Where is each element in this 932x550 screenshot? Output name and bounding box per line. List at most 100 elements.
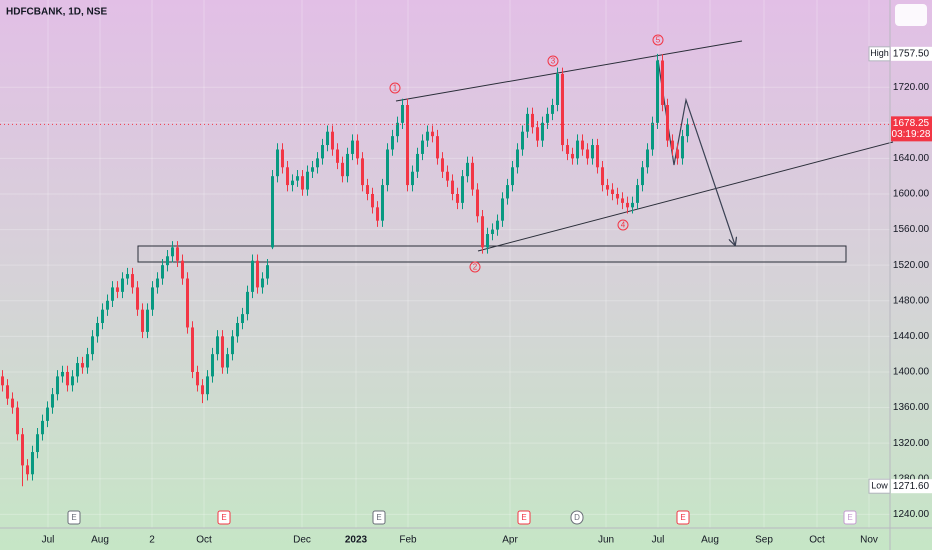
event-icon[interactable] [843,510,857,525]
event-icon[interactable] [570,510,584,525]
candle-body [526,113,529,132]
candle-body [51,394,54,408]
candle-body [476,189,479,217]
candle-body [461,176,464,203]
event-label[interactable]: E [71,513,76,522]
marker-tag [868,46,891,62]
candle-body [131,274,134,288]
y-tick-label: 1520.00 [893,260,930,271]
x-tick-label: Oct [809,535,825,546]
candle-body [261,278,264,288]
candle-body [561,73,564,146]
candle-body [91,336,94,355]
event-label[interactable]: E [521,513,526,522]
wave-circle [547,55,559,67]
marker-value-box [891,46,932,61]
candle-body [346,153,349,177]
y-tick-label: 1320.00 [893,438,930,449]
y-tick-label: 1600.00 [893,189,930,200]
candle-body [676,149,679,159]
wave-label: 3 [551,57,556,66]
candle-body [491,229,494,235]
candle-body [66,371,69,386]
candle-body [606,185,609,190]
candle-body [636,185,639,203]
candle-body [371,193,374,208]
candle-body [161,265,164,279]
candle-body [546,113,549,123]
grid [0,0,890,528]
candle-body [271,176,274,248]
candle-body [331,131,334,150]
marker-value-box [891,479,932,494]
candle-body [286,167,289,186]
event-label[interactable]: D [574,513,580,522]
candle-body [671,140,674,150]
event-icon[interactable] [372,510,386,525]
candle-body [21,434,24,466]
marker-label: Low [871,481,888,491]
candle-body [431,131,434,137]
candle-body [686,124,689,137]
candle-body [566,145,569,154]
candle-body [576,140,579,159]
candle-body [681,136,684,159]
candle-body [86,354,89,368]
candle-body [641,167,644,186]
candle-body [276,149,279,177]
event-label[interactable]: E [376,513,381,522]
candle-body [146,309,149,332]
candle-body [531,113,534,128]
candle-body [171,247,174,257]
x-tick-label: Dec [293,535,311,546]
candle-body [666,105,669,141]
candle-body [391,136,394,150]
event-icon[interactable] [676,510,690,525]
y-tick-label: 1720.00 [893,82,930,93]
candle-body [506,185,509,199]
chart-title: HDFCBANK, 1D, NSE [6,7,107,18]
candle-body [121,278,124,292]
candle-body [26,465,29,475]
candle-body [501,198,504,221]
event-icon[interactable] [217,510,231,525]
candle-body [101,309,104,324]
candle-body [401,105,404,123]
candle-body [301,176,304,190]
candles [1,53,689,487]
candle-body [416,153,419,172]
candle-body [61,371,64,377]
event-label[interactable]: E [221,513,226,522]
wave-label: 5 [656,36,661,45]
candle-body [536,127,539,141]
candle-body [406,105,409,186]
candle-body [466,162,469,177]
event-icon[interactable] [67,510,81,525]
candle-body [116,287,119,292]
candle-body [356,140,359,159]
x-tick-label: Feb [399,535,417,546]
candle-body [16,407,19,435]
candle-body [136,287,139,310]
candle-body [581,140,584,150]
candle-body [326,131,329,146]
settings-box[interactable] [895,4,927,26]
candle-body [186,278,189,328]
candle-body [181,260,184,279]
event-label[interactable]: E [680,513,685,522]
candle-body [436,136,439,159]
y-tick-label: 1480.00 [893,295,930,306]
candle-body [126,274,129,279]
candle-body [231,336,234,355]
event-icon[interactable] [517,510,531,525]
event-label[interactable]: E [847,513,852,522]
x-tick-label: Apr [502,535,518,546]
candle-body [156,278,159,288]
candle-body [651,122,654,150]
x-tick-label: 2023 [345,535,368,546]
candle-body [196,371,199,386]
marker-value: 1757.50 [893,48,930,59]
candle-body [341,162,344,177]
